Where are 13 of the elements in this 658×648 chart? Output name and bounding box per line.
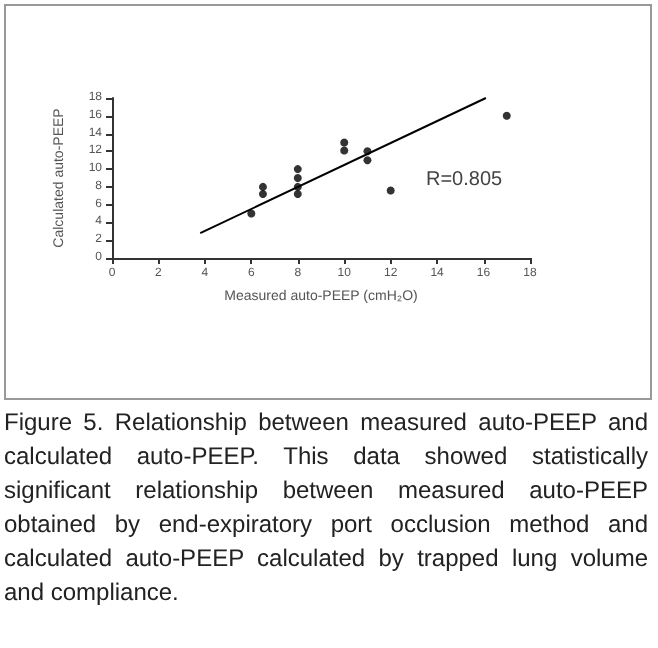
point [293,190,302,198]
point [340,138,349,147]
point [247,209,256,218]
annotation: R=0.805 [426,169,504,191]
point [258,190,267,198]
point [340,146,349,155]
point [363,156,372,165]
point [293,165,302,174]
caption: Figure 5. Relationship between measured auto-PEEP and calculated auto-PEEP. This data showed statistically significant relationship between measured auto-PEEP obtained by end-expiratory port occlusion method and calculated auto-PEEP calculated by trapped lung volume and compliance. [4,406,648,610]
point [386,186,395,195]
point [258,182,267,191]
point [502,111,511,120]
point [293,174,302,182]
